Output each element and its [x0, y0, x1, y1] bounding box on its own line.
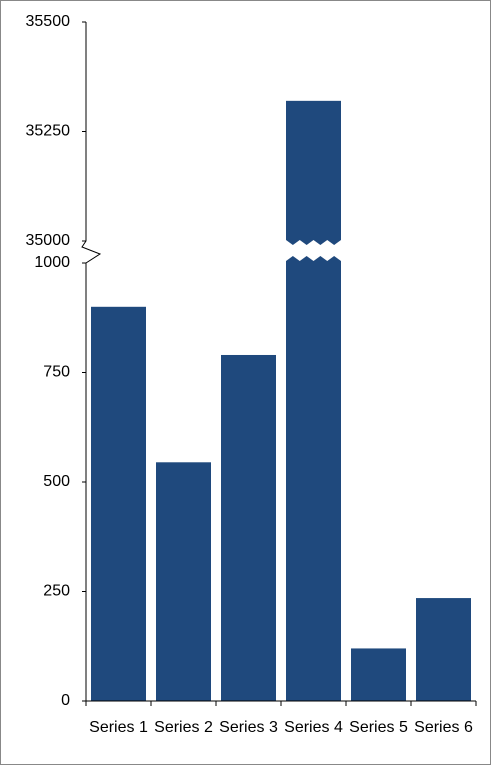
y-tick-label: 500 [43, 473, 70, 490]
x-tick-label: Series 3 [219, 719, 278, 736]
bar [91, 306, 146, 701]
x-tick-label: Series 6 [414, 719, 473, 736]
y-tick-label: 35250 [26, 123, 71, 140]
x-tick-label: Series 4 [284, 719, 343, 736]
y-tick-label: 35000 [26, 232, 71, 249]
bar [156, 462, 211, 701]
x-tick-label: Series 1 [89, 719, 148, 736]
y-tick-label: 250 [43, 583, 70, 600]
y-tick-label: 1000 [34, 254, 70, 271]
bar [286, 100, 341, 702]
y-axis [81, 22, 102, 701]
bar [221, 354, 276, 701]
bar [416, 598, 471, 701]
axis-break-gap [286, 240, 341, 261]
bar [351, 648, 406, 701]
x-tick-label: Series 5 [349, 719, 408, 736]
y-tick-label: 0 [61, 692, 70, 709]
y-tick-label: 35500 [26, 13, 71, 30]
y-tick-label: 750 [43, 364, 70, 381]
x-tick-label: Series 2 [154, 719, 213, 736]
